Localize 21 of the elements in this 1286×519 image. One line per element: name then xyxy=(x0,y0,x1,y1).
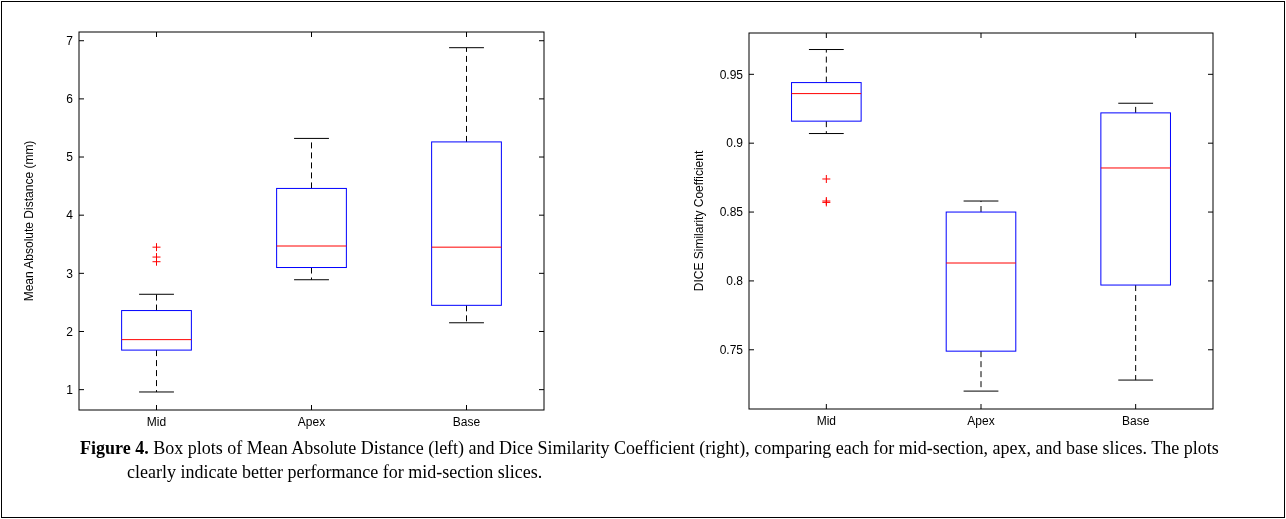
x-tick-label: Mid xyxy=(816,414,837,428)
y-tick-label: 0.95 xyxy=(719,67,744,82)
y-tick-label: 5 xyxy=(66,150,74,165)
y-tick-label: 0.9 xyxy=(726,136,744,151)
x-tick-label: Base xyxy=(452,415,481,429)
y-tick-label: 6 xyxy=(66,92,74,107)
y-tick-label: 0.8 xyxy=(726,274,744,289)
x-tick-label: Mid xyxy=(146,415,167,429)
x-tick-label: Apex xyxy=(967,414,995,428)
y-axis-title: DICE Similarity Coefficient xyxy=(692,150,706,292)
y-tick-label: 2 xyxy=(66,324,74,339)
caption: Figure 4. Box plots of Mean Absolute Distance (left) and Dice Similarity Coefficient (right), comparing each for mid-section, apex, and base slices. The plots clearly indicate better performance for mid-section slices. xyxy=(80,437,1220,484)
y-tick-label: 0.85 xyxy=(719,205,744,220)
y-axis-title: Mean Absolute Distance (mm) xyxy=(22,140,36,302)
x-tick-label: Base xyxy=(1121,414,1150,428)
y-tick-label: 4 xyxy=(66,208,74,223)
x-tick-label: Apex xyxy=(297,415,326,429)
y-tick-label: 3 xyxy=(66,266,74,281)
y-tick-label: 1 xyxy=(66,382,74,397)
y-tick-label: 0.75 xyxy=(719,342,744,357)
y-tick-label: 7 xyxy=(66,33,74,48)
